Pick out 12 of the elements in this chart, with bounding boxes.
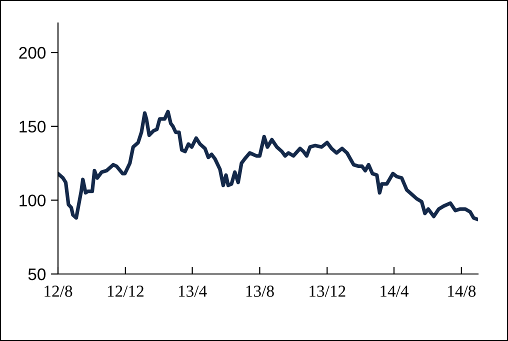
- x-tick-label: 13/4: [178, 286, 207, 297]
- y-tick-label: 50: [28, 268, 46, 280]
- x-tick-label: 13/8: [246, 286, 274, 297]
- x-tick-label: 14/8: [448, 286, 476, 297]
- line-series: [58, 110, 478, 222]
- x-tick-label: 13/12: [310, 286, 346, 297]
- x-tick-label: 12/12: [108, 286, 144, 297]
- y-tick-label: 200: [19, 46, 46, 59]
- y-tick-label: 150: [20, 120, 46, 133]
- y-tick-label: 100: [20, 194, 46, 206]
- x-tick-label: 14/4: [380, 286, 409, 297]
- x-tick-label: 12/8: [44, 286, 72, 297]
